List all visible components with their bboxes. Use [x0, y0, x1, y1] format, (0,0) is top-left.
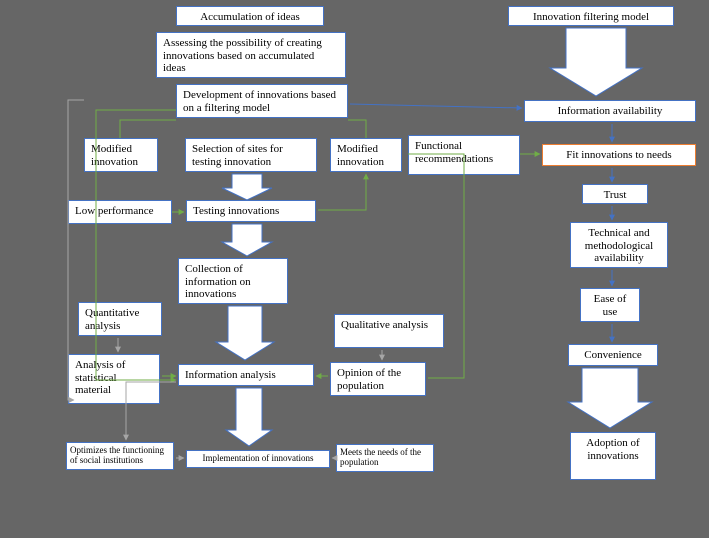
ease-box: Ease of use	[580, 288, 640, 322]
assessing-box: Assessing the possibility of creating in…	[156, 32, 346, 78]
convenience-box: Convenience	[568, 344, 658, 366]
info-avail-box: Information availability	[524, 100, 696, 122]
trust-box: Trust	[582, 184, 648, 204]
optimizes-box: Optimizes the functioning of social inst…	[66, 442, 174, 470]
stat-box: Analysis of statistical material	[68, 354, 160, 404]
info-analysis-box: Information analysis	[178, 364, 314, 386]
fit-box: Fit innovations to needs	[542, 144, 696, 166]
filter-model-box: Innovation filtering model	[508, 6, 674, 26]
adoption-box: Adoption of innovations	[570, 432, 656, 480]
meets-box: Meets the needs of the population	[336, 444, 434, 472]
innovations-label-top: innovations	[584, 56, 614, 72]
low-perf-box: Low performance	[68, 200, 172, 224]
testing-box: Testing innovations	[186, 200, 316, 222]
innovations-label-bottom: Innovations	[596, 388, 626, 404]
quant-box: Quantitative analysis	[78, 302, 162, 336]
collection-box: Collection of information on innovations	[178, 258, 288, 304]
selection-box: Selection of sites for testing innovatio…	[185, 138, 317, 172]
qual-box: Qualitative analysis	[334, 314, 444, 348]
functional-box: Functional recommendations	[408, 135, 520, 175]
tech-box: Technical and methodological availabilit…	[570, 222, 668, 268]
modified-right-box: Modified innovation	[330, 138, 402, 172]
accumulation-box: Accumulation of ideas	[176, 6, 324, 26]
modified-left-box: Modified innovation	[84, 138, 158, 172]
opinion-box: Opinion of the population	[330, 362, 426, 396]
implementation-box: Implementation of innovations	[186, 450, 330, 468]
development-box: Development of innovations based on a fi…	[176, 84, 348, 118]
